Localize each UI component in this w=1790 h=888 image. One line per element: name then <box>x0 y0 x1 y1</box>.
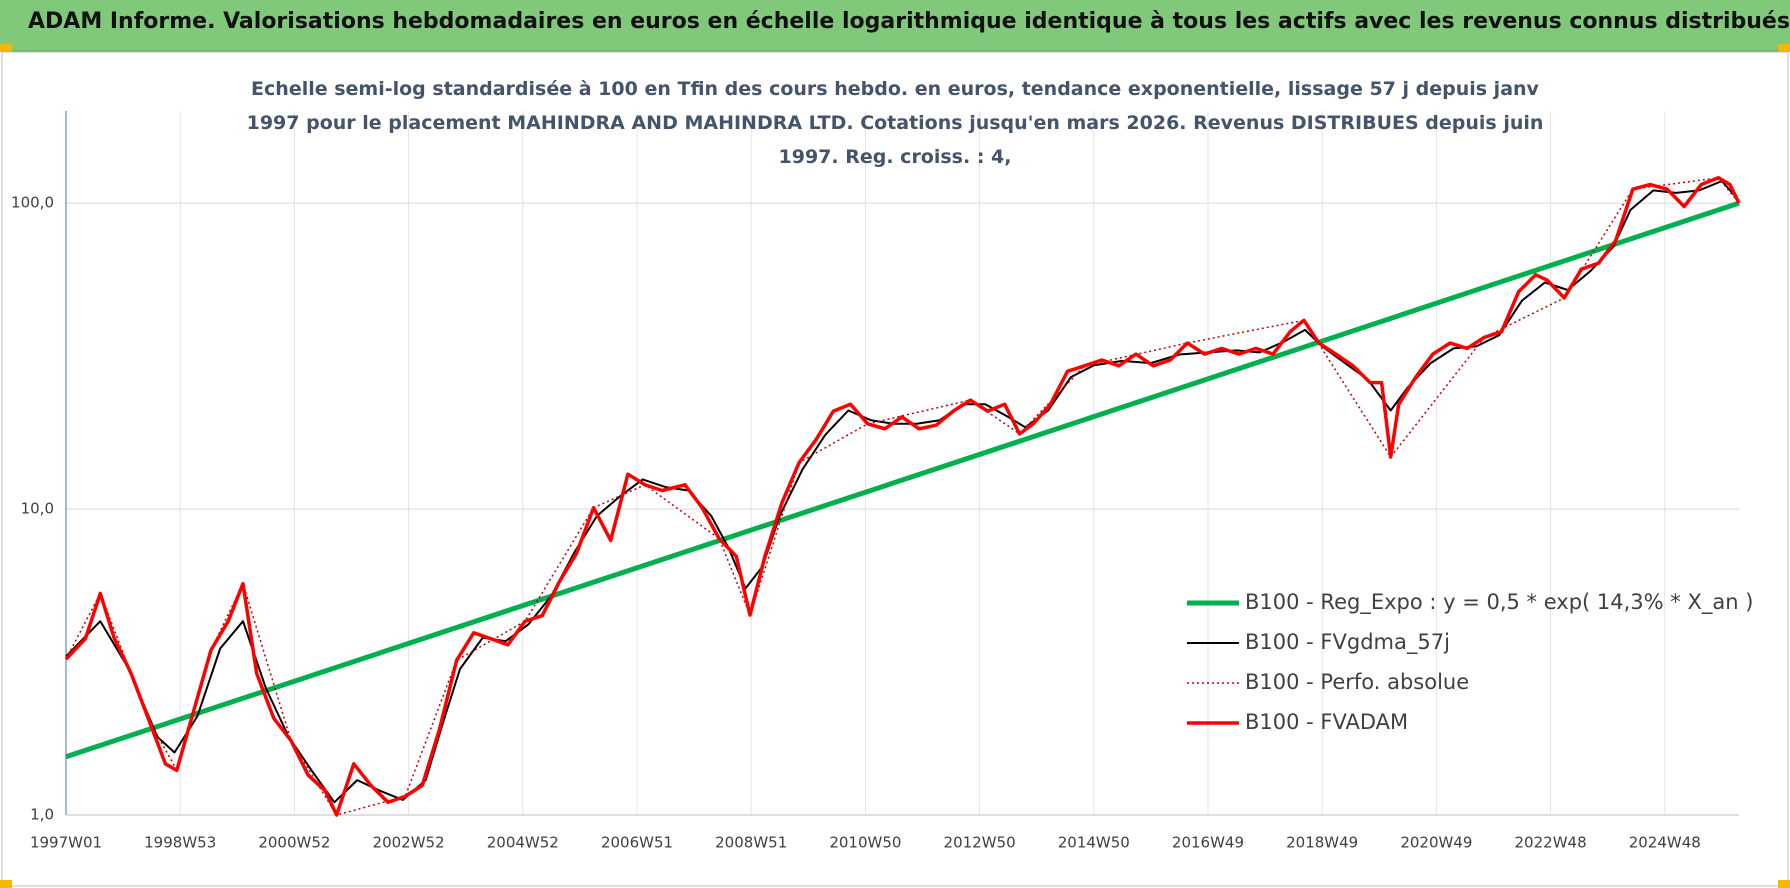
x-tick-label: 2004W52 <box>487 834 559 852</box>
x-tick-label: 2016W49 <box>1172 834 1244 852</box>
header-title: ADAM Informe. Valorisations hebdomadaire… <box>28 9 1790 34</box>
x-tick-label: 1998W53 <box>144 834 216 852</box>
series-line <box>64 176 1741 817</box>
y-tick-label: 100,0 <box>11 194 54 212</box>
legend-label: B100 - FVADAM <box>1245 710 1408 734</box>
corner <box>0 44 12 52</box>
x-tick-label: 2008W51 <box>715 834 787 852</box>
x-tick-label: 2000W52 <box>258 834 330 852</box>
corner <box>0 880 12 888</box>
corner <box>1778 880 1790 888</box>
x-tick-label: 1997W01 <box>30 834 102 852</box>
chart-border <box>1 51 1789 887</box>
x-tick-label: 2010W50 <box>829 834 901 852</box>
legend-label: B100 - Reg_Expo : y = 0,5 * exp( 14,3% *… <box>1245 590 1753 615</box>
series-line <box>65 200 1740 760</box>
x-tick-label: 2012W50 <box>944 834 1016 852</box>
x-tick-label: 2006W51 <box>601 834 673 852</box>
x-tick-label: 2002W52 <box>373 834 445 852</box>
legend-label: B100 - Perfo. absolue <box>1245 670 1469 694</box>
legend-label: B100 - FVgdma_57j <box>1245 630 1450 655</box>
corner <box>1778 44 1790 52</box>
x-tick-label: 2022W48 <box>1515 834 1587 852</box>
x-tick-label: 2014W50 <box>1058 834 1130 852</box>
y-tick-label: 10,0 <box>21 500 54 518</box>
header-bar: ADAM Informe. Valorisations hebdomadaire… <box>0 0 1790 52</box>
series-line <box>65 177 1740 816</box>
series-line <box>65 180 1740 804</box>
x-tick-label: 2018W49 <box>1286 834 1358 852</box>
y-tick-label: 1,0 <box>30 806 54 824</box>
chart-title: Echelle semi-log standardisée à 100 en T… <box>246 78 1544 168</box>
x-tick-label: 2020W49 <box>1400 834 1472 852</box>
x-tick-label: 2024W48 <box>1629 834 1701 852</box>
